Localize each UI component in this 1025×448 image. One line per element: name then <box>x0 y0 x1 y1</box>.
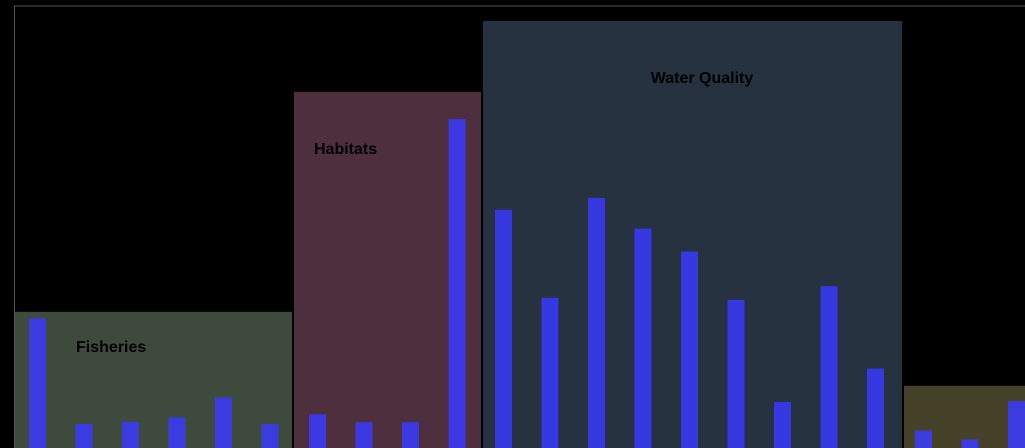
group-label-water-quality: Water Quality <box>651 70 754 87</box>
bar-group-4-1 <box>915 430 932 448</box>
bar-water-quality-7 <box>774 402 791 448</box>
bar-fisheries-1 <box>29 318 46 448</box>
bar-water-quality-3 <box>588 197 605 448</box>
bar-water-quality-5 <box>681 251 698 448</box>
group-labels: Fisheries Habitats Water Quality <box>76 70 753 356</box>
bar-group-4-2 <box>961 439 979 448</box>
bar-habitats-3 <box>402 422 419 448</box>
bar-water-quality-1 <box>495 209 512 448</box>
group-label-habitats: Habitats <box>314 141 377 158</box>
bar-fisheries-6 <box>261 424 279 448</box>
group-panel-fisheries <box>15 311 292 448</box>
bar-fisheries-2 <box>75 424 93 448</box>
bar-habitats-2 <box>355 422 373 448</box>
bar-water-quality-4 <box>634 228 652 448</box>
bar-fisheries-4 <box>168 417 186 448</box>
bar-water-quality-2 <box>541 297 559 448</box>
bar-water-quality-6 <box>727 299 745 448</box>
bar-fisheries-5 <box>215 397 232 448</box>
bar-group-4-3 <box>1008 401 1025 448</box>
bar-habitats-4 <box>448 119 466 448</box>
bar-fisheries-3 <box>122 421 139 448</box>
group-label-fisheries: Fisheries <box>76 339 146 356</box>
bar-water-quality-8 <box>820 286 838 448</box>
bar-habitats-1 <box>309 414 326 448</box>
bar-water-quality-9 <box>867 368 884 448</box>
bars <box>29 119 1025 448</box>
